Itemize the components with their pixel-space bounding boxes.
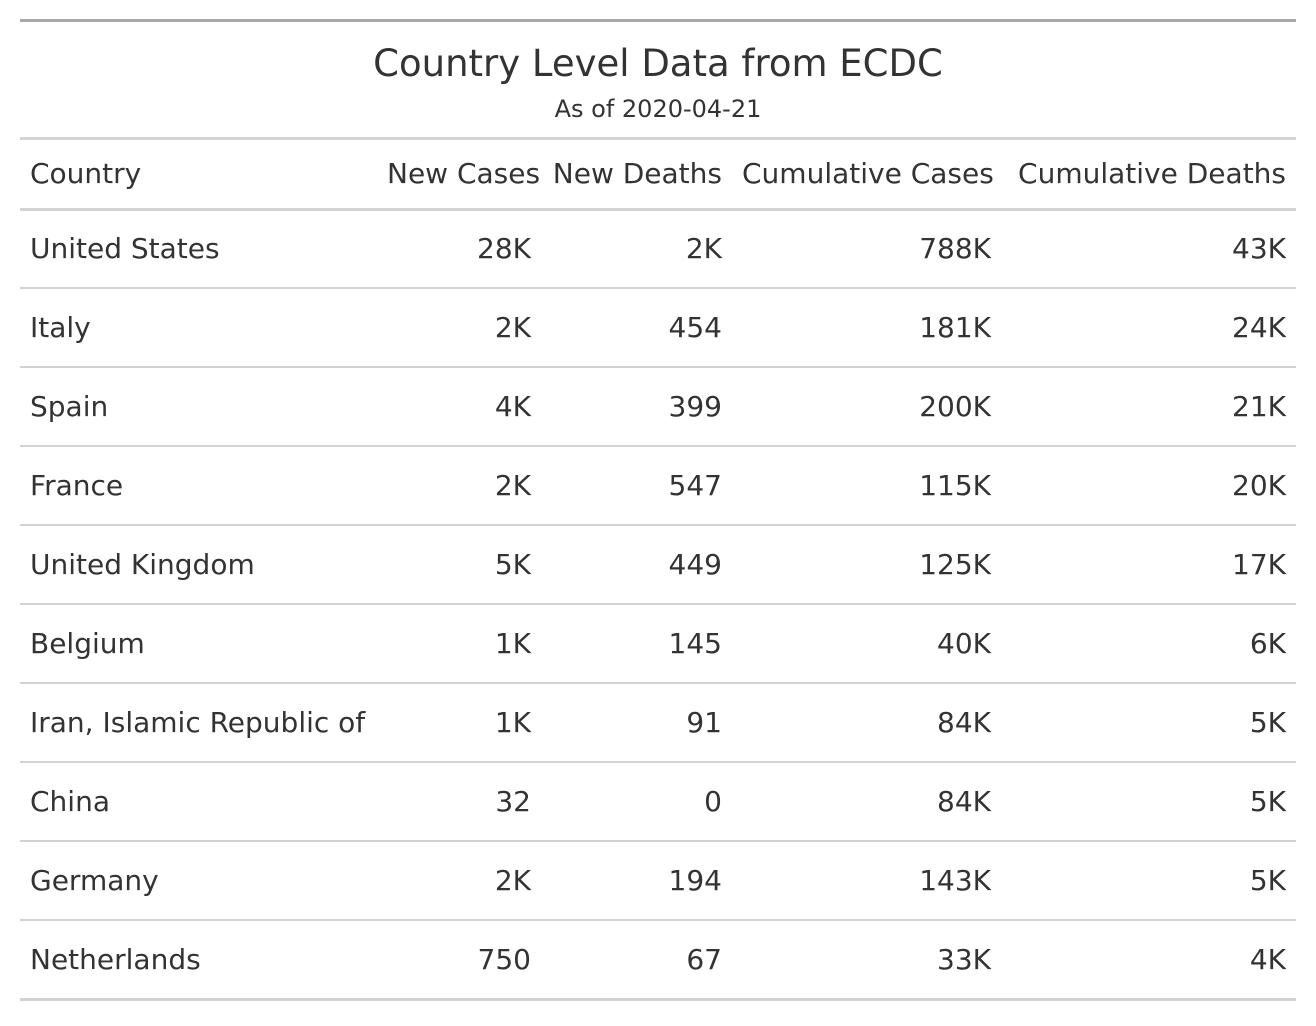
cell-cumulative-cases: 125K	[732, 525, 1001, 605]
cell-cumulative-cases: 181K	[732, 288, 1001, 368]
cell-country: Belgium	[20, 604, 377, 684]
cell-cumulative-deaths: 5K	[1001, 683, 1296, 763]
cell-cumulative-cases: 115K	[732, 446, 1001, 526]
cell-new-cases: 2K	[377, 841, 541, 921]
cell-new-cases: 2K	[377, 288, 541, 368]
table-subtitle: As of 2020-04-21	[554, 95, 762, 123]
cell-new-deaths: 454	[541, 288, 732, 368]
column-header-cumulative-cases: Cumulative Cases	[732, 140, 1001, 211]
cell-cumulative-deaths: 4K	[1001, 920, 1296, 1001]
cell-cumulative-deaths: 17K	[1001, 525, 1296, 605]
header-row: Country New Cases New Deaths Cumulative …	[20, 140, 1296, 211]
cell-new-deaths: 2K	[541, 209, 732, 289]
table-row: Iran, Islamic Republic of 1K 91 84K 5K	[20, 683, 1296, 763]
table-row: United States 28K 2K 788K 43K	[20, 209, 1296, 289]
table-row: Spain 4K 399 200K 21K	[20, 367, 1296, 447]
cell-new-cases: 28K	[377, 209, 541, 289]
cell-new-cases: 5K	[377, 525, 541, 605]
cell-cumulative-deaths: 5K	[1001, 841, 1296, 921]
cell-cumulative-deaths: 43K	[1001, 209, 1296, 289]
data-table: Country Level Data from ECDC As of 2020-…	[20, 19, 1296, 1001]
cell-cumulative-cases: 84K	[732, 762, 1001, 842]
table-row: Belgium 1K 145 40K 6K	[20, 604, 1296, 684]
cell-new-deaths: 145	[541, 604, 732, 684]
cell-new-deaths: 449	[541, 525, 732, 605]
column-header-new-cases: New Cases	[377, 140, 541, 211]
table-row: China 32 0 84K 5K	[20, 762, 1296, 842]
cell-new-cases: 1K	[377, 604, 541, 684]
cell-cumulative-cases: 143K	[732, 841, 1001, 921]
cell-country: France	[20, 446, 377, 526]
cell-new-deaths: 0	[541, 762, 732, 842]
cell-cumulative-cases: 200K	[732, 367, 1001, 447]
cell-new-deaths: 91	[541, 683, 732, 763]
table-title: Country Level Data from ECDC	[373, 42, 943, 85]
table-row: France 2K 547 115K 20K	[20, 446, 1296, 526]
cell-country: Germany	[20, 841, 377, 921]
cell-new-cases: 750	[377, 920, 541, 1001]
cell-country: Netherlands	[20, 920, 377, 1001]
cell-country: Iran, Islamic Republic of	[20, 683, 377, 763]
cell-country: United Kingdom	[20, 525, 377, 605]
cell-new-cases: 1K	[377, 683, 541, 763]
table-row: United Kingdom 5K 449 125K 17K	[20, 525, 1296, 605]
cell-new-deaths: 67	[541, 920, 732, 1001]
cell-new-cases: 32	[377, 762, 541, 842]
column-header-new-deaths: New Deaths	[541, 140, 732, 211]
table-row: Italy 2K 454 181K 24K	[20, 288, 1296, 368]
cell-cumulative-cases: 33K	[732, 920, 1001, 1001]
country-table: Country New Cases New Deaths Cumulative …	[20, 140, 1296, 1001]
column-header-country: Country	[20, 140, 377, 211]
cell-new-cases: 2K	[377, 446, 541, 526]
cell-cumulative-deaths: 5K	[1001, 762, 1296, 842]
cell-cumulative-cases: 788K	[732, 209, 1001, 289]
cell-country: Italy	[20, 288, 377, 368]
cell-country: United States	[20, 209, 377, 289]
cell-cumulative-cases: 84K	[732, 683, 1001, 763]
cell-cumulative-deaths: 24K	[1001, 288, 1296, 368]
cell-new-deaths: 399	[541, 367, 732, 447]
table-row: Germany 2K 194 143K 5K	[20, 841, 1296, 921]
cell-country: China	[20, 762, 377, 842]
cell-new-deaths: 194	[541, 841, 732, 921]
cell-cumulative-deaths: 21K	[1001, 367, 1296, 447]
cell-cumulative-deaths: 6K	[1001, 604, 1296, 684]
cell-cumulative-deaths: 20K	[1001, 446, 1296, 526]
cell-new-cases: 4K	[377, 367, 541, 447]
column-header-cumulative-deaths: Cumulative Deaths	[1001, 140, 1296, 211]
cell-country: Spain	[20, 367, 377, 447]
table-heading: Country Level Data from ECDC As of 2020-…	[20, 22, 1296, 140]
cell-new-deaths: 547	[541, 446, 732, 526]
table-row: Netherlands 750 67 33K 4K	[20, 920, 1296, 1001]
cell-cumulative-cases: 40K	[732, 604, 1001, 684]
